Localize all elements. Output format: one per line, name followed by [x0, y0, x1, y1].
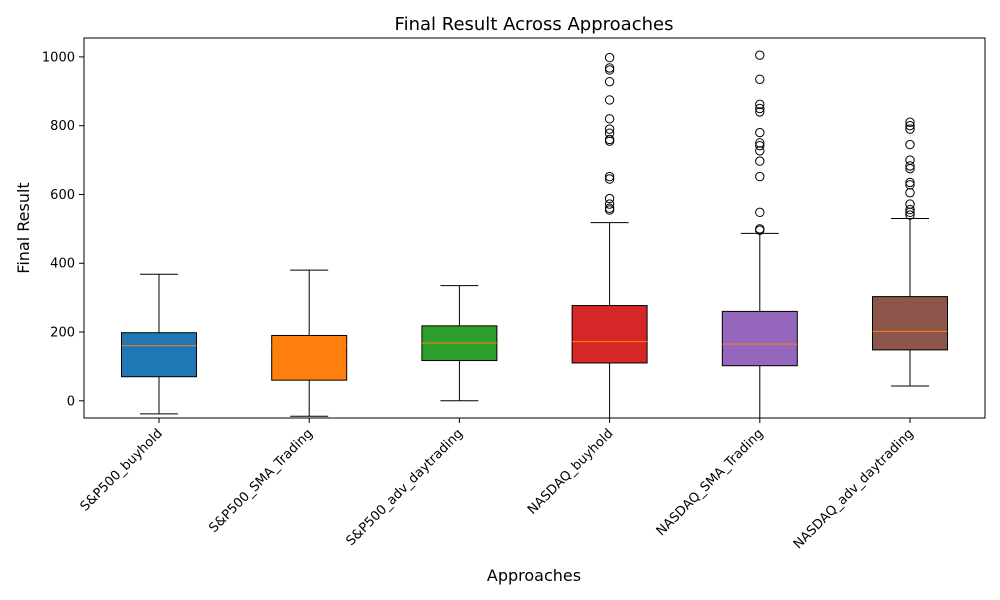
x-tick-label: NASDAQ_adv_daytrading	[791, 426, 917, 552]
iqr-box	[721, 310, 798, 367]
outlier-point	[905, 177, 915, 188]
y-axis-label: Final Result	[14, 182, 33, 273]
x-tick-label: S&P500_buyhold	[78, 426, 166, 514]
outlier-point	[905, 117, 915, 127]
outlier-point	[604, 124, 615, 134]
outlier-point	[755, 140, 765, 151]
outlier-point	[755, 127, 765, 138]
x-tick-label: NASDAQ_buyhold	[525, 426, 616, 517]
x-tick-label: NASDAQ_SMA_Trading	[654, 426, 767, 539]
outlier-point	[604, 174, 615, 184]
box-group-4	[721, 50, 798, 418]
outlier-point	[604, 65, 615, 75]
y-axis: 0 200 400 600 800 1000	[42, 50, 84, 409]
outlier-point	[905, 124, 915, 134]
outlier-point	[905, 210, 915, 220]
outlier-point	[604, 134, 615, 145]
outlier-point	[604, 199, 615, 209]
outlier-point	[604, 203, 615, 213]
outlier-point	[755, 156, 765, 166]
iqr-box	[271, 334, 348, 381]
outlier-point	[905, 204, 915, 215]
outlier-point	[604, 128, 615, 138]
box-group-1	[271, 269, 348, 417]
outlier-point	[604, 95, 615, 105]
outlier-point	[604, 63, 615, 73]
outlier-point	[905, 188, 915, 198]
outlier-point	[604, 52, 615, 63]
outlier-point	[604, 193, 615, 204]
outlier-point	[755, 224, 765, 234]
box-group-0	[121, 273, 197, 415]
x-axis-label: Approaches	[487, 566, 581, 585]
outlier-point	[905, 161, 915, 171]
x-axis: S&P500_buyhold S&P500_SMA_Trading S&P500_a…	[78, 418, 917, 552]
iqr-box	[872, 296, 948, 351]
chart-title: Final Result Across Approaches	[395, 14, 674, 35]
plot-frame	[83, 37, 986, 419]
iqr-box	[121, 332, 197, 378]
outlier-point	[755, 50, 765, 60]
outlier-point	[755, 103, 765, 114]
y-tick-label: 200	[50, 326, 75, 341]
outlier-point	[755, 99, 765, 110]
outlier-point	[905, 139, 915, 150]
plot-area	[121, 50, 948, 418]
box-group-5	[872, 117, 948, 387]
y-tick-label: 600	[50, 188, 75, 203]
y-tick-label: 800	[50, 119, 75, 134]
outlier-point	[604, 114, 615, 124]
outlier-point	[905, 199, 915, 209]
y-tick-label: 400	[50, 257, 75, 272]
outlier-point	[905, 120, 915, 131]
x-tick-label: S&P500_adv_daytrading	[343, 426, 466, 549]
y-tick-label: 0	[67, 394, 75, 409]
outlier-point	[905, 180, 915, 190]
outlier-point	[755, 138, 765, 148]
outlier-point	[755, 107, 765, 117]
outlier-point	[604, 171, 615, 182]
box-group-3	[571, 52, 648, 418]
outlier-point	[755, 74, 765, 84]
outlier-point	[604, 76, 615, 87]
box-group-2	[421, 285, 498, 402]
iqr-box	[571, 305, 648, 364]
outlier-point	[755, 207, 765, 218]
outlier-point	[755, 171, 765, 182]
outlier-point	[905, 155, 915, 165]
outlier-point	[755, 146, 765, 156]
x-tick-label: S&P500_SMA_Trading	[206, 426, 316, 536]
y-tick-label: 1000	[42, 50, 75, 65]
